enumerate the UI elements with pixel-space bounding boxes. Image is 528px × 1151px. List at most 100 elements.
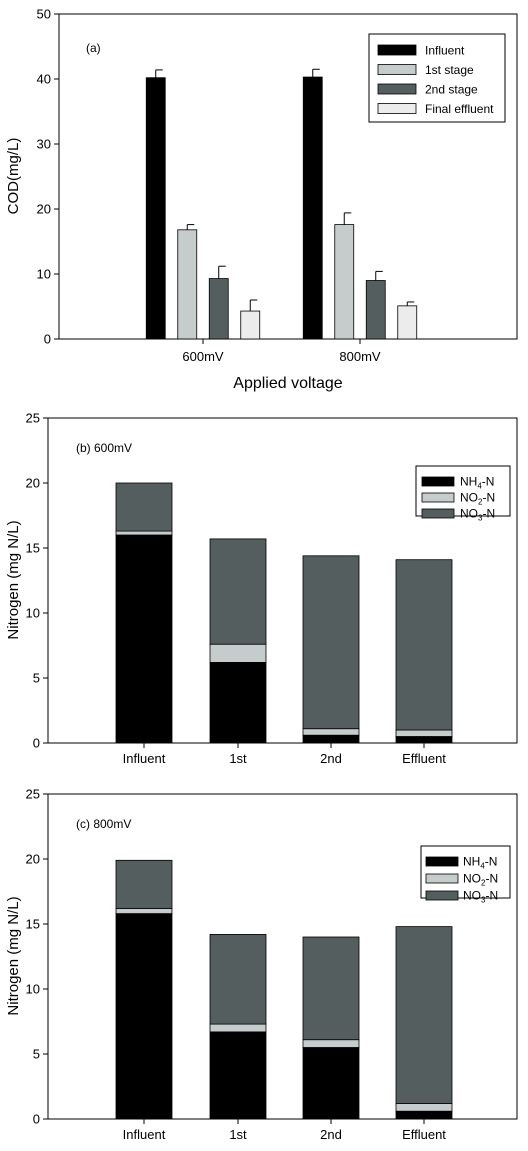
plot-frame <box>58 13 518 340</box>
y-tick-label: 10 <box>26 606 40 621</box>
bar <box>302 76 323 340</box>
legend-swatch <box>377 64 417 75</box>
bar-segment <box>302 936 360 1041</box>
legend-label: 2nd stage <box>425 83 478 97</box>
legend-swatch <box>421 492 455 503</box>
chart-nitrogen-800mv: (c) 800mV Nitrogen (mg N/L) 0 5 10 15 20 25 I… <box>5 787 518 1142</box>
y-axis-label: Nitrogen (mg N/L) <box>5 896 22 1015</box>
bar-segment <box>209 1031 267 1120</box>
legend-swatch <box>421 508 455 519</box>
x-ticks: Influent 1st 2nd Effluent <box>123 743 446 766</box>
legend-label: NO3-N <box>463 889 498 905</box>
plot-frame <box>47 793 518 1120</box>
y-tick-label: 0 <box>44 332 51 347</box>
legend-label: NO3-N <box>460 507 495 523</box>
y-tick-label: 25 <box>26 411 40 426</box>
bar <box>397 305 418 340</box>
bar-segment <box>115 859 173 909</box>
y-tick-label: 0 <box>33 736 40 751</box>
bar <box>365 280 386 340</box>
bar-segment <box>115 482 173 532</box>
bar-segment <box>395 1103 453 1112</box>
legend-swatch <box>425 873 459 884</box>
bar-segment <box>395 729 453 737</box>
bar-segment <box>209 662 267 744</box>
y-tick-label: 25 <box>26 787 40 802</box>
y-tick-label: 20 <box>26 852 40 867</box>
legend-label: NH4-N <box>460 475 494 491</box>
bar-segment <box>302 728 360 736</box>
legend-box <box>420 845 511 899</box>
chart-nitrogen-600mv: (b) 600mV Nitrogen (mg N/L) 0 5 10 15 20 25 I… <box>5 411 518 766</box>
legend-swatch <box>377 44 417 56</box>
bar-segment <box>302 1047 360 1120</box>
bar <box>334 224 355 340</box>
y-ticks: 0 10 20 30 40 50 <box>37 7 59 347</box>
x-tick-label: Effluent <box>402 1127 446 1142</box>
bars <box>115 859 453 1120</box>
panel-label: (b) 600mV <box>76 441 132 455</box>
bar-segment <box>115 913 173 1120</box>
bar-segment <box>302 1039 360 1048</box>
bar-segment <box>395 1110 453 1120</box>
y-tick-label: 10 <box>26 982 40 997</box>
x-ticks: Influent 1st 2nd Effluent <box>123 1119 446 1142</box>
bar-segment <box>395 559 453 731</box>
bar-segment <box>395 926 453 1104</box>
legend-swatch <box>425 890 459 901</box>
y-tick-label: 5 <box>33 671 40 686</box>
y-ticks: 0 5 10 15 20 25 <box>26 787 48 1127</box>
bar <box>145 77 166 340</box>
x-tick-label: 1st <box>229 751 247 766</box>
y-tick-label: 20 <box>26 476 40 491</box>
legend-label: NH4-N <box>463 855 497 871</box>
x-tick-label: 800mV <box>339 349 381 364</box>
panel-label: (c) 800mV <box>76 817 131 831</box>
legend-box <box>415 465 511 517</box>
bars <box>145 68 418 340</box>
bar-segment <box>115 530 173 536</box>
bar-segment <box>115 908 173 915</box>
x-tick-label: 1st <box>229 1127 247 1142</box>
y-axis-label: COD(mg/L) <box>5 138 22 215</box>
bar-segment <box>302 555 360 730</box>
legend-swatch <box>425 856 459 867</box>
bar-segment <box>395 736 453 744</box>
x-tick-label: 2nd <box>320 751 342 766</box>
x-tick-label: Influent <box>123 1127 166 1142</box>
x-tick-label: 600mV <box>182 349 224 364</box>
y-tick-label: 15 <box>26 541 40 556</box>
bar-segment <box>209 934 267 1025</box>
x-tick-label: Effluent <box>402 751 446 766</box>
legend-label: NO2-N <box>460 491 495 507</box>
y-tick-label: 50 <box>37 7 51 22</box>
y-tick-label: 30 <box>37 137 51 152</box>
y-tick-label: 5 <box>33 1047 40 1062</box>
x-axis-label: Applied voltage <box>233 375 343 392</box>
bar-segment <box>209 538 267 645</box>
panel-label: (a) <box>86 41 101 55</box>
y-ticks: 0 5 10 15 20 25 <box>26 411 48 751</box>
legend: Influent 1st stage 2nd stage Final effluent <box>368 33 506 123</box>
y-tick-label: 40 <box>37 72 51 87</box>
plot-frame <box>47 417 518 744</box>
y-tick-label: 10 <box>37 267 51 282</box>
y-axis-label: Nitrogen (mg N/L) <box>5 520 22 639</box>
x-ticks: 600mV 800mV <box>182 339 381 364</box>
bars <box>115 482 453 744</box>
legend-label: Influent <box>425 44 465 58</box>
y-tick-label: 20 <box>37 202 51 217</box>
legend-swatch <box>421 476 455 487</box>
legend-label: Final effluent <box>425 102 494 116</box>
y-tick-label: 15 <box>26 917 40 932</box>
x-tick-label: Influent <box>123 751 166 766</box>
bar <box>208 278 229 340</box>
bar <box>240 310 261 340</box>
legend-label: 1st stage <box>425 63 474 77</box>
bar-segment <box>115 534 173 744</box>
chart-cod: (a) COD(mg/L) Applied voltage 0 10 20 30 40 5… <box>5 7 518 392</box>
bar <box>177 229 198 340</box>
